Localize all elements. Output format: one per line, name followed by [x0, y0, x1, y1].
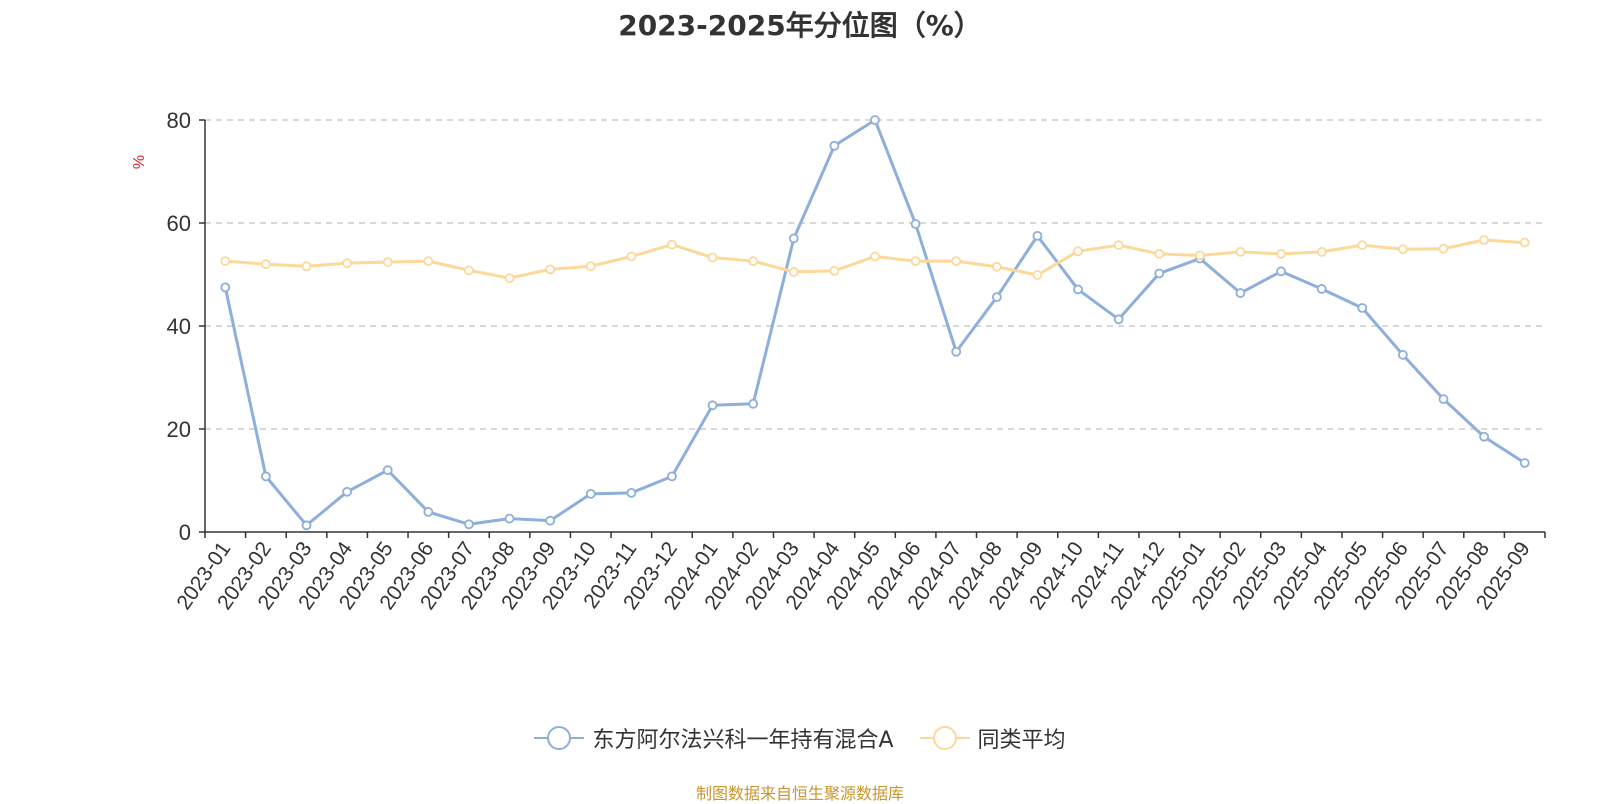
chart-title: 2023-2025年分位图（%） — [618, 9, 982, 42]
data-point — [1519, 237, 1530, 248]
y-axis: 0 20 40 60 80 — [167, 108, 206, 545]
data-point — [1113, 240, 1124, 251]
data-point — [382, 257, 393, 268]
data-point — [1276, 248, 1286, 259]
legend-item[interactable]: 东方阿尔法兴科一年持有混合A — [534, 722, 894, 754]
data-point — [788, 233, 799, 244]
data-point — [301, 520, 312, 531]
data-point — [1479, 431, 1489, 442]
legend-label: 东方阿尔法兴科一年持有混合A — [592, 728, 894, 753]
data-point — [342, 258, 353, 269]
data-point — [788, 267, 799, 277]
data-point — [1316, 246, 1327, 257]
y-tick-label: 60 — [167, 211, 191, 236]
y-axis-label: % — [131, 155, 148, 169]
data-point — [991, 261, 1002, 272]
series-1 — [220, 115, 1530, 531]
data-point — [1073, 246, 1083, 257]
y-tick-label: 20 — [167, 417, 191, 442]
data-point — [1235, 288, 1246, 298]
data-point — [342, 486, 353, 497]
data-point — [585, 488, 596, 499]
data-point — [829, 140, 840, 151]
data-point — [870, 251, 880, 262]
data-point — [1438, 394, 1449, 405]
data-point — [1276, 266, 1286, 277]
data-point — [504, 273, 515, 284]
series-line — [223, 118, 1526, 527]
data-point — [829, 265, 840, 276]
legend-item[interactable]: 同类平均 — [919, 722, 1066, 754]
data-point — [464, 265, 474, 276]
data-point — [545, 515, 556, 526]
data-point — [1154, 268, 1165, 279]
data-point — [1032, 230, 1043, 241]
data-point — [1438, 243, 1449, 254]
data-point — [667, 471, 677, 482]
data-point — [382, 465, 393, 476]
legend-marker-icon — [919, 726, 970, 750]
data-point — [1357, 240, 1368, 251]
data-point — [1519, 458, 1530, 468]
data-point — [870, 115, 880, 125]
data-point — [261, 471, 271, 482]
data-point — [1357, 303, 1368, 313]
data-point — [707, 400, 718, 411]
data-point — [261, 259, 271, 270]
series-2 — [220, 235, 1530, 284]
data-point — [626, 251, 637, 262]
data-point — [910, 219, 921, 229]
legend: 东方阿尔法兴科一年持有混合A 同类平均 — [0, 722, 1600, 754]
legend-marker-icon — [534, 726, 585, 750]
y-tick-label: 0 — [179, 520, 191, 545]
data-point — [1397, 349, 1408, 360]
data-point — [423, 507, 434, 517]
data-point — [545, 264, 556, 275]
series-layer — [220, 115, 1530, 531]
legend-label: 同类平均 — [977, 728, 1066, 753]
data-point — [951, 346, 962, 357]
data-point — [423, 256, 434, 267]
x-axis: 2023-012023-022023-032023-042023-052023-… — [172, 531, 1546, 614]
data-point — [1316, 284, 1327, 294]
data-point — [707, 252, 718, 263]
data-point — [585, 261, 596, 272]
data-point — [748, 398, 759, 409]
data-point — [1397, 244, 1408, 255]
data-point — [1154, 248, 1165, 259]
data-point — [504, 513, 515, 524]
data-point — [1235, 246, 1246, 257]
data-point — [1113, 314, 1124, 325]
data-point — [1032, 270, 1043, 280]
data-point — [1073, 284, 1083, 295]
y-tick-label: 80 — [167, 108, 191, 133]
data-point — [464, 519, 474, 530]
grid-lines — [205, 119, 1545, 430]
data-point — [951, 256, 962, 267]
data-point — [301, 261, 312, 272]
data-point — [667, 239, 677, 250]
data-point — [626, 487, 637, 498]
y-tick-label: 40 — [167, 314, 191, 339]
data-point — [991, 292, 1002, 303]
data-point — [220, 256, 231, 267]
data-point — [748, 256, 759, 267]
data-point — [220, 282, 231, 293]
data-point — [1194, 250, 1205, 261]
data-point — [910, 256, 921, 267]
data-point — [1479, 235, 1489, 245]
source-note: 制图数据来自恒生聚源数据库 — [695, 784, 904, 803]
